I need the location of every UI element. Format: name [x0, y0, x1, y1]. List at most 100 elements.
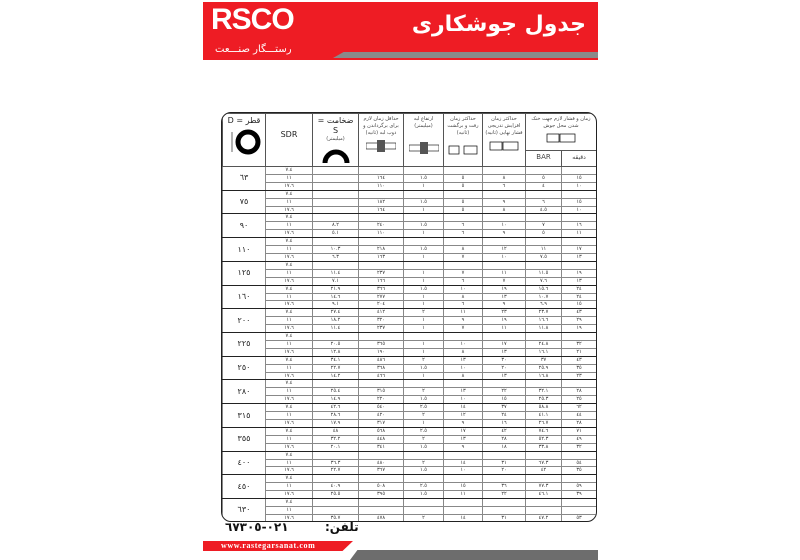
minute-cell: ٢٥ [561, 395, 596, 405]
sdr-cell: ١١ [265, 245, 313, 254]
thickness-cell: ١٤.٩ [312, 395, 359, 405]
changeover-cell: ٦ [443, 276, 483, 286]
table-row: ١١ ٨.٢ ٢٤٠ ١.٥ ٦ ١٠ ٧ ١٦ [223, 221, 596, 231]
table-row: ١١ ٣٢.٢ ٤٤٨ ٢ ١٣ ٢٨ ٥٢.٣ ٤٩ [223, 434, 596, 444]
sdr-cell: ١٧.٦ [265, 442, 313, 452]
buildup-cell [482, 166, 526, 175]
bar-cell: ٥ [525, 229, 562, 239]
changeover-cell [443, 260, 483, 270]
changeover-cell: ٩ [443, 442, 483, 452]
minute-cell: ٣٥ [561, 363, 596, 373]
bar-cell: ٤.٥ [525, 205, 562, 215]
table-row: ١١ ٤٠.٩ ٥٠٨ ٢.٥ ١٥ ٣٦ ٧٧.٣ ٥٩ [223, 482, 596, 492]
table-row: ١١ ١٠.٣ ٢١٨ ١.٥ ٨ ١٢ ١١ ١٧ [223, 245, 596, 254]
bead-height-cell: ١ [403, 268, 444, 278]
table-row: ١١ ١٦٤ ١.٥ ٥ ٨ ٥ ١٥ [223, 173, 596, 183]
thickness-cell [312, 332, 359, 341]
bar-cell: ٤٦.١ [525, 490, 562, 500]
bead-height-cell: ٢ [403, 513, 444, 521]
buildup-cell: ٣١ [482, 458, 526, 468]
diameter-cell: ٢٨٠ [222, 379, 266, 405]
thickness-cell: ١١.٤ [312, 324, 359, 334]
buildup-cell: ٢٣ [482, 308, 526, 318]
bead-height-cell: ٢ [403, 434, 444, 444]
changeover-cell: ١١ [443, 490, 483, 500]
thickness-cell: ٤٢.٦ [312, 403, 359, 413]
table-row: ١٧.٦ ٧.١ ١٦٦ ١ ٦ ٧ ٧.٦ ١٣ [223, 276, 596, 286]
melt-time-cell: ١٦٤ [358, 205, 404, 215]
minute-cell: ٥٣ [561, 513, 596, 521]
sdr-cell: ١١ [265, 482, 313, 492]
bead-height-cell: ٢.٥ [403, 403, 444, 413]
bead-height-cell: ١.٥ [403, 284, 444, 294]
changeover-cell: ١٠ [443, 395, 483, 405]
changeover-cell [443, 379, 483, 389]
table-row: ٦٣ ٧.٤ [222, 166, 596, 191]
minute-cell: ٣٩ [561, 490, 596, 500]
changeover-cell [443, 498, 483, 507]
table-body: ٦٣ ٧.٤ ١١ ١٦٤ ١.٥ ٥ ٨ ٥ ١٥ ١٧.٦ ١١٠ ١ ٥ ٦ ٤ ١٠ ٧٥ ٧.٤ ١١ ١٨… [222, 166, 596, 521]
thickness-cell: ٢٥.٥ [312, 490, 359, 500]
logo-subtitle: رستـــگار صنـــعت [215, 44, 292, 55]
sdr-cell: ١٧.٦ [265, 490, 313, 500]
thickness-cell: ١٤.٢ [312, 371, 359, 381]
buildup-cell: ١٠ [482, 252, 526, 262]
changeover-cell: ٦ [443, 229, 483, 239]
buildup-cell: ١٨ [482, 442, 526, 452]
bead-height-cell: ١ [403, 181, 444, 191]
thickness-cell: ١٧.٩ [312, 419, 359, 428]
minute-cell: ٦٢ [561, 403, 596, 413]
bead-height-cell: ١.٥ [403, 466, 444, 476]
buildup-cell: ١١ [482, 268, 526, 278]
thickness-cell [312, 505, 359, 515]
changeover-cell: ٨ [443, 371, 483, 381]
buildup-cell: ٣٦ [482, 482, 526, 492]
changeover-cell: ٥ [443, 197, 483, 207]
buildup-cell: ٩ [482, 197, 526, 207]
minute-cell [561, 260, 596, 270]
buildup-cell: ٢٠ [482, 466, 526, 476]
sdr-cell: ١٧.٦ [265, 466, 313, 476]
minute-cell [561, 189, 596, 199]
melt-time-cell [358, 505, 404, 515]
minute-cell: ٤٣ [561, 355, 596, 365]
changeover-cell: ١٤ [443, 513, 483, 521]
table-row: ١٧.٦ ١٤.٢ ٤٦٦ ١ ٨ ١٣ ١٦.٨ ٢٣ [223, 371, 596, 381]
header-minute: دقیقه [561, 149, 596, 168]
thickness-cell: ٩.١ [312, 300, 359, 310]
buildup-cell: ٣٧ [482, 403, 526, 413]
melt-time-cell [358, 332, 404, 341]
sdr-cell: ١٧.٦ [265, 419, 313, 428]
melt-time-cell: ١٨٢ [358, 197, 404, 207]
bar-cell: ٣٢.١ [525, 387, 562, 397]
bar-cell: ٣٧ [525, 355, 562, 365]
changeover-cell: ١٠ [443, 466, 483, 476]
buildup-cell: ١٧ [482, 339, 526, 349]
changeover-cell: ١٠ [443, 339, 483, 349]
bar-cell: ٧.٦ [525, 276, 562, 286]
bar-cell: ١١ [525, 245, 562, 254]
bead-height-icon [408, 142, 439, 154]
buildup-cell: ٤٢ [482, 426, 526, 436]
melt-time-cell [358, 166, 404, 175]
bar-cell: ٥٨.٨ [525, 403, 562, 413]
bar-cell [525, 189, 562, 199]
melt-time-cell [358, 213, 404, 223]
table-row: ١١ ١١.٤ ٢٣٧ ١ ٧ ١١ ١١.٥ ١٩ [223, 268, 596, 278]
bead-height-label: ارتفاع لبه (میلیمتر) [413, 116, 434, 129]
minute-cell: ٣٥ [561, 466, 596, 476]
changeover-cell: ١١ [443, 308, 483, 318]
bead-height-cell: ١ [403, 324, 444, 334]
buildup-cell [482, 189, 526, 199]
bar-cell: ١٦.٦ [525, 316, 562, 326]
changeover-cell: ١٢ [443, 411, 483, 420]
buildup-cell: ١٠ [482, 221, 526, 231]
bar-cell: ٣٣.٨ [525, 442, 562, 452]
bar-cell: ٦.٩ [525, 300, 562, 310]
pressure-buildup-icon [489, 141, 519, 151]
bead-height-cell: ١.٥ [403, 490, 444, 500]
sdr-cell: ١١ [265, 387, 313, 397]
sdr-cell: ١٧.٦ [265, 300, 313, 310]
website-link[interactable]: www.rastegarsanat.com [203, 541, 353, 551]
bar-cell: ٢٥.٣ [525, 395, 562, 405]
